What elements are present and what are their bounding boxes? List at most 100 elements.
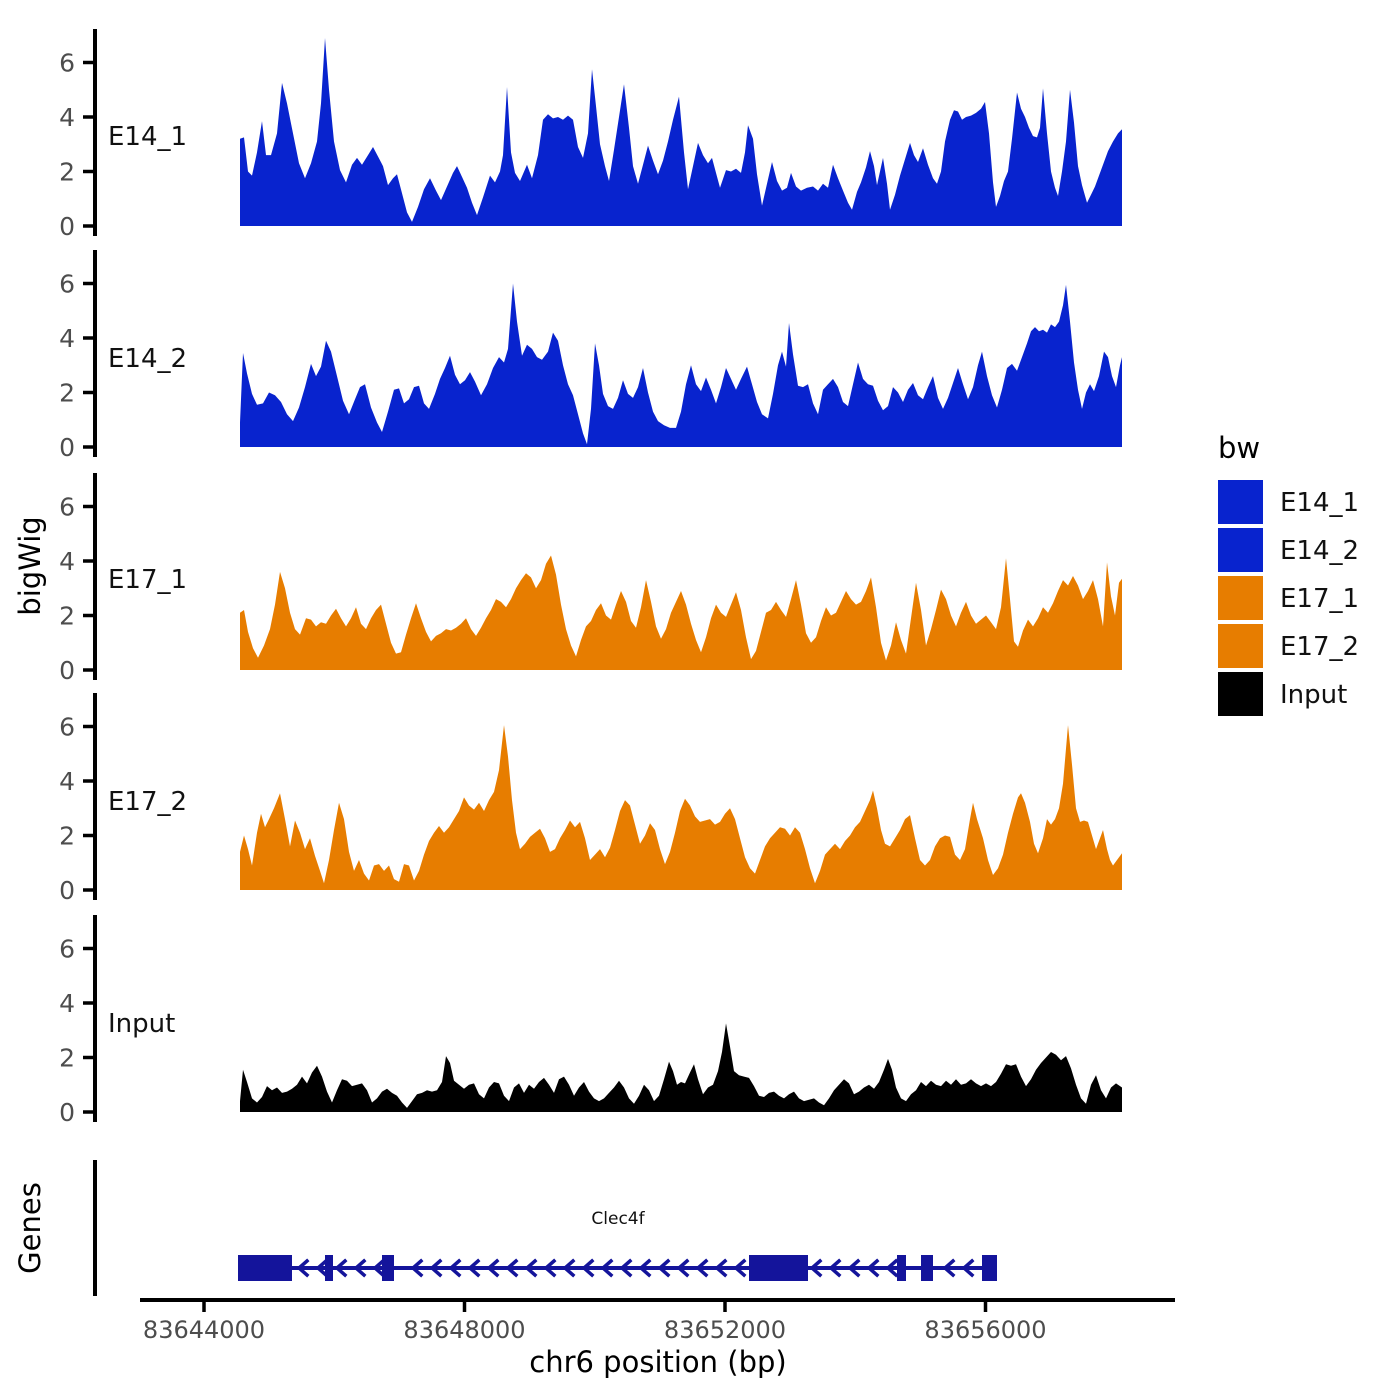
legend-item: Input (1218, 672, 1347, 716)
y-tick-label: 2 (59, 822, 75, 851)
track-e14_2: 0 2 4 6 (59, 250, 1122, 462)
gene-exon (749, 1255, 808, 1281)
x-tick-label: 83644000 (143, 1316, 265, 1344)
y-tick-label: 6 (59, 935, 75, 964)
strand-arrow-icon (885, 1258, 899, 1278)
legend-title: bw (1218, 431, 1260, 465)
gene-name-label: Clec4f (591, 1209, 645, 1229)
strand-arrow-icon (600, 1258, 614, 1278)
legend-swatch (1218, 672, 1263, 716)
legend-swatch (1218, 576, 1263, 620)
y-tick-label: 4 (59, 324, 75, 353)
legend-item: E17_2 (1218, 624, 1359, 668)
gene-exon (921, 1255, 933, 1281)
y-tick-label: 0 (59, 1098, 75, 1127)
strand-arrow-icon (524, 1258, 538, 1278)
strand-arrow-icon (467, 1258, 481, 1278)
legend-swatch (1218, 624, 1263, 668)
strand-arrow-icon (296, 1258, 310, 1278)
strand-arrow-icon (619, 1258, 633, 1278)
strand-arrow-icon (695, 1258, 709, 1278)
strand-arrow-icon (866, 1258, 880, 1278)
coverage-area-e14_2 (240, 283, 1122, 447)
strand-arrow-icon (657, 1258, 671, 1278)
legend-item-label: E17_1 (1280, 584, 1359, 614)
track-label-e14-2: E14_2 (108, 344, 187, 374)
coverage-area-e17_2 (240, 725, 1122, 890)
x-tick-label: 83656000 (924, 1316, 1046, 1344)
gene-exon (897, 1255, 906, 1281)
track-e17_1: 0 2 4 6 (59, 473, 1122, 685)
coverage-area-input (240, 1023, 1122, 1112)
y-tick-label: 0 (59, 876, 75, 905)
strand-arrow-icon (733, 1258, 747, 1278)
strand-arrow-icon (315, 1258, 329, 1278)
coverage-area-e14_1 (240, 38, 1122, 226)
gene-exon (325, 1255, 333, 1281)
legend-item: E14_1 (1218, 480, 1359, 524)
track-label-e14-1: E14_1 (108, 122, 187, 152)
y-tick-label: 4 (59, 767, 75, 796)
y-tick-label: 6 (59, 270, 75, 299)
strand-arrow-icon (334, 1258, 348, 1278)
legend-swatch (1218, 480, 1263, 524)
genes-track (93, 1160, 997, 1296)
track-e17_2: 0 2 4 6 (59, 693, 1122, 905)
strand-arrow-icon (486, 1258, 500, 1278)
y-tick-label: 0 (59, 433, 75, 462)
strand-arrow-icon (942, 1258, 956, 1278)
strand-arrow-icon (372, 1258, 386, 1278)
strand-arrow-icon (828, 1258, 842, 1278)
strand-arrow-icon (353, 1258, 367, 1278)
gene-exon (382, 1255, 394, 1281)
strand-arrow-icon (429, 1258, 443, 1278)
strand-arrow-icon (581, 1258, 595, 1278)
x-tick-label: 83652000 (664, 1316, 786, 1344)
genes-axis-title: Genes (13, 1182, 47, 1274)
strand-arrow-icon (410, 1258, 424, 1278)
legend-item-label: Input (1280, 680, 1347, 710)
legend-swatch (1218, 528, 1263, 572)
y-tick-label: 2 (59, 158, 75, 187)
chart-layer: 0 2 4 6 0 2 4 6 0 2 4 6 0 2 4 6 0 2 4 6 83644000 83648000 8365… (59, 29, 1359, 1344)
legend: E14_1 E14_2 E17_1 E17_2 Input (1218, 480, 1359, 716)
x-tick-label: 83648000 (403, 1316, 525, 1344)
y-tick-label: 0 (59, 656, 75, 685)
y-tick-label: 2 (59, 379, 75, 408)
track-input: 0 2 4 6 (59, 915, 1122, 1127)
strand-arrow-icon (676, 1258, 690, 1278)
strand-arrow-icon (638, 1258, 652, 1278)
y-tick-label: 6 (59, 493, 75, 522)
y-axis-title: bigWig (13, 516, 47, 615)
y-tick-label: 6 (59, 49, 75, 78)
legend-item: E14_2 (1218, 528, 1359, 572)
strand-arrow-icon (809, 1258, 823, 1278)
y-tick-label: 2 (59, 1044, 75, 1073)
legend-item-label: E14_1 (1280, 488, 1359, 518)
track-e14_1: 0 2 4 6 (59, 29, 1122, 241)
y-tick-label: 2 (59, 602, 75, 631)
legend-item-label: E14_2 (1280, 536, 1359, 566)
strand-arrow-icon (714, 1258, 728, 1278)
y-tick-label: 4 (59, 547, 75, 576)
y-tick-label: 4 (59, 989, 75, 1018)
legend-item: E17_1 (1218, 576, 1359, 620)
y-tick-label: 4 (59, 103, 75, 132)
strand-arrow-icon (505, 1258, 519, 1278)
legend-item-label: E17_2 (1280, 632, 1359, 662)
coverage-area-e17_1 (240, 555, 1122, 670)
x-axis-title: chr6 position (bp) (529, 1345, 786, 1379)
strand-arrow-icon (543, 1258, 557, 1278)
gene-exon (238, 1255, 292, 1281)
x-axis: 83644000 83648000 83652000 83656000 (140, 1298, 1175, 1344)
strand-arrow-icon (847, 1258, 861, 1278)
strand-arrow-icon (448, 1258, 462, 1278)
track-label-input: Input (108, 1009, 175, 1039)
track-label-e17-2: E17_2 (108, 787, 187, 817)
y-tick-label: 0 (59, 212, 75, 241)
gene-exon (982, 1255, 997, 1281)
track-label-e17-1: E17_1 (108, 565, 187, 595)
strand-arrow-icon (562, 1258, 576, 1278)
